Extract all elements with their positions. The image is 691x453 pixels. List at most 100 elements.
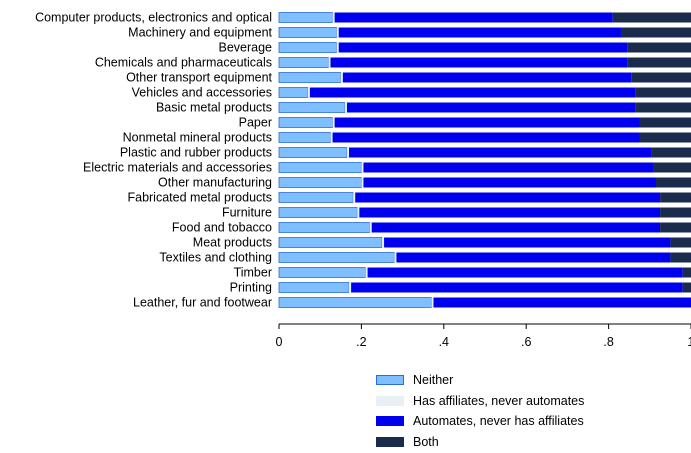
bar-segment [278, 87, 309, 98]
bar-segment [278, 177, 362, 188]
bar-segment [635, 87, 691, 98]
bar-segment [382, 237, 385, 248]
bar-segment [309, 87, 636, 98]
bars [278, 12, 691, 308]
legend: Neither Has affiliates, never automates Au… [376, 370, 584, 452]
legend-swatch [376, 436, 404, 447]
bar-segment [359, 207, 661, 218]
bar-segment [336, 42, 339, 53]
bar-segment [653, 162, 691, 173]
bar-segment [278, 207, 358, 218]
bar-segment [330, 132, 333, 143]
bar-segment [278, 192, 354, 203]
category-label: Timber [234, 266, 272, 280]
category-label: Printing [230, 281, 272, 295]
bar-segment [660, 192, 691, 203]
x-tick-label: 0 [276, 335, 283, 349]
bar-segment [338, 42, 628, 53]
bar-segment [278, 222, 371, 233]
bar-segment [349, 282, 352, 293]
bar-segment [349, 147, 652, 158]
bar-segment [369, 222, 372, 233]
category-label: Machinery and equipment [128, 26, 272, 40]
bar-segment [682, 267, 691, 278]
category-label: Other manufacturing [158, 176, 272, 190]
bar-segment [278, 162, 362, 173]
bar-segment [682, 282, 691, 293]
legend-label: Automates, never has affiliates [413, 414, 584, 429]
legend-label: Both [413, 434, 439, 449]
category-label: Computer products, electronics and optic… [35, 11, 272, 25]
category-label: Beverage [218, 41, 272, 55]
bar-segment [635, 102, 691, 113]
bar-segment [627, 57, 691, 68]
bar-segment [332, 12, 335, 23]
x-tick-label: .6 [521, 335, 531, 349]
bar-segment [330, 57, 628, 68]
bar-segment [384, 237, 671, 248]
category-label: Plastic and rubber products [120, 146, 272, 160]
category-labels: Computer products, electronics and optic… [35, 11, 272, 310]
bar-segment [344, 102, 347, 113]
bar-segment [278, 147, 348, 158]
bar-segment [332, 132, 640, 143]
bar-segment [340, 72, 343, 83]
bar-segment [670, 252, 691, 263]
category-label: Meat products [193, 236, 272, 250]
bar-segment [660, 222, 691, 233]
bar-segment [612, 12, 691, 23]
bar-segment [651, 147, 691, 158]
bar-segment [361, 162, 364, 173]
legend-label: Neither [413, 373, 454, 388]
category-label: Electric materials and accessories [83, 161, 272, 175]
x-tick-label: .2 [356, 335, 366, 349]
bar-segment [278, 102, 346, 113]
bar-segment [278, 252, 395, 263]
bar-segment [278, 117, 333, 128]
bar-segment [367, 267, 683, 278]
bar-segment [433, 297, 691, 308]
bar-segment [336, 27, 339, 38]
bar-segment [670, 237, 691, 248]
bar-segment [353, 192, 356, 203]
bar-segment [346, 147, 350, 158]
bar-segment [371, 222, 661, 233]
bar-segment [278, 12, 333, 23]
bar-segment [278, 42, 338, 53]
bar-segment [639, 117, 691, 128]
category-label: Nonmetal mineral products [123, 131, 272, 145]
category-label: Furniture [222, 206, 272, 220]
x-tick-label: .8 [603, 335, 613, 349]
bar-segment [394, 252, 397, 263]
bar-segment [278, 27, 338, 38]
category-label: Fabricated metal products [127, 191, 272, 205]
bar-segment [351, 282, 683, 293]
legend-item: Has affiliates, never automates [376, 391, 584, 412]
bar-segment [357, 207, 360, 218]
bar-segment [278, 132, 331, 143]
bar-segment [278, 237, 383, 248]
bar-segment [278, 267, 366, 278]
bar-segment [278, 297, 432, 308]
bar-segment [396, 252, 671, 263]
bar-segment [328, 57, 331, 68]
bar-segment [361, 177, 364, 188]
bar-segment [278, 57, 329, 68]
bar-segment [655, 177, 691, 188]
bar-segment [639, 132, 691, 143]
legend-item: Both [376, 432, 584, 453]
bar-segment [346, 102, 636, 113]
category-label: Food and tobacco [172, 221, 272, 235]
legend-item: Neither [376, 370, 584, 391]
x-axis: 0 .2 .4 .6 .8 1 [276, 323, 691, 349]
category-label: Paper [239, 116, 272, 130]
legend-swatch [376, 395, 404, 406]
bar-segment [332, 117, 335, 128]
bar-segment [627, 42, 691, 53]
bar-segment [278, 72, 342, 83]
bar-segment [631, 72, 691, 83]
category-label: Leather, fur and footwear [133, 296, 272, 310]
legend-item: Automates, never has affiliates [376, 411, 584, 432]
bar-segment [620, 27, 691, 38]
